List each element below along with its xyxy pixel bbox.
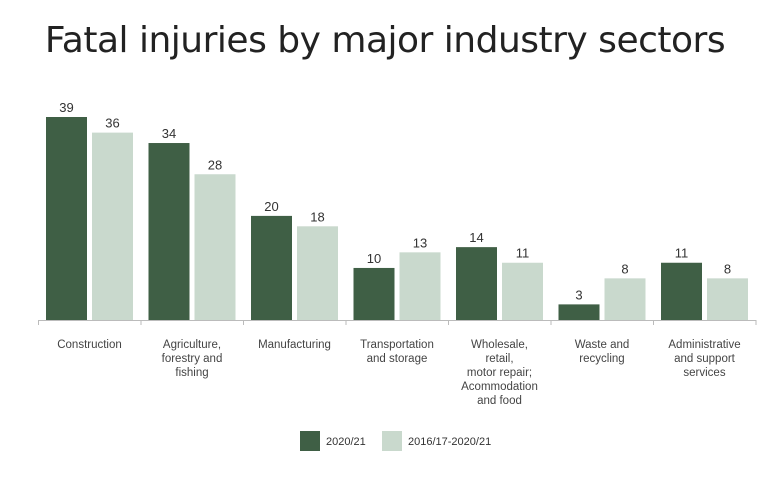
- bar-current-5: [558, 304, 600, 320]
- data-label: 34: [162, 126, 176, 141]
- data-label: 36: [105, 116, 119, 131]
- data-label: 39: [59, 100, 73, 115]
- category-label: Transportation and storage: [360, 339, 434, 365]
- data-label: 14: [469, 230, 483, 245]
- data-label: 13: [413, 235, 427, 250]
- data-label: 10: [367, 251, 381, 266]
- bar-average-3: [399, 252, 441, 320]
- data-label: 20: [264, 199, 278, 214]
- bar-current-0: [46, 117, 87, 320]
- legend-swatch: [300, 431, 320, 451]
- bar-average-4: [502, 262, 543, 320]
- category-label: Construction: [57, 339, 122, 351]
- legend-label: 2016/17-2020/21: [408, 436, 491, 448]
- bar-average-0: [92, 132, 133, 320]
- bar-average-6: [707, 278, 748, 320]
- legend-label: 2020/21: [326, 436, 366, 448]
- data-label: 18: [310, 209, 324, 224]
- chart-title: Fatal injuries by major industry sectors: [44, 20, 726, 61]
- data-label: 3: [575, 287, 582, 302]
- bar-current-2: [251, 215, 292, 320]
- bar-current-4: [456, 247, 497, 320]
- category-label: Agriculture, forestry and fishing: [162, 339, 223, 379]
- bar-average-1: [194, 174, 236, 320]
- bar-current-6: [661, 262, 702, 320]
- data-label: 8: [621, 261, 628, 276]
- category-label: Administrative and support services: [668, 339, 740, 379]
- legend-swatch: [382, 431, 402, 451]
- bar-current-1: [148, 143, 190, 320]
- category-label: Manufacturing: [258, 339, 331, 351]
- bar-current-3: [353, 267, 395, 320]
- bar-average-2: [297, 226, 338, 320]
- data-label: 11: [675, 246, 689, 261]
- category-label: Wholesale, retail, motor repair; Acommodati…: [461, 339, 538, 407]
- data-label: 28: [208, 157, 222, 172]
- category-label: Waste and recycling: [575, 339, 630, 365]
- data-label: 8: [724, 261, 731, 276]
- bar-average-5: [604, 278, 646, 320]
- data-label: 11: [516, 246, 530, 261]
